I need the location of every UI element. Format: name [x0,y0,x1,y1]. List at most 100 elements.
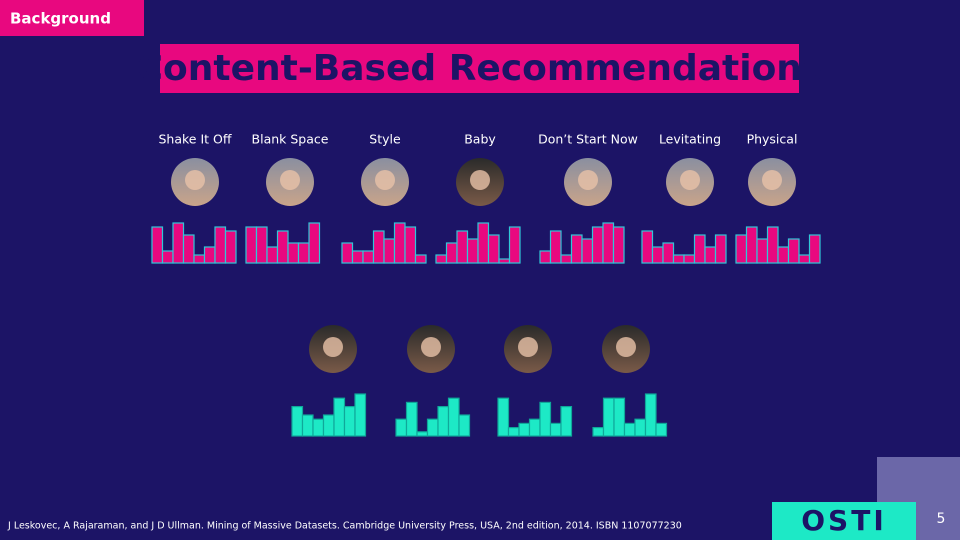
avatar-face [323,337,343,357]
profile-bar [341,242,354,264]
profile-bar [395,418,408,437]
title-box [160,44,799,93]
profile-bar [528,418,541,437]
avatar-face [185,170,205,190]
profile-bar [560,406,573,437]
profile-bar [161,250,174,264]
profile-bar [591,226,604,264]
page-number: 5 [937,511,946,527]
profile-bar [437,406,450,437]
profile-bar [745,226,758,264]
song-name: Baby [464,132,496,147]
profile-bar [203,246,216,264]
profile-bar [808,234,821,264]
profile-bar [581,238,594,264]
profile-bar [602,397,615,437]
profile-bar [798,254,811,264]
profile-bar [276,230,289,264]
profile-bar [245,226,258,264]
profile-bar [354,393,367,437]
profile-bar [560,254,573,264]
avatar-face [762,170,782,190]
profile-bar [651,246,664,264]
profile-bar [458,414,471,437]
avatar-face [470,170,490,190]
profile-bar [182,234,195,264]
profile-bar [291,406,304,437]
profile-bar [672,254,685,264]
profile-bar [343,406,356,437]
profile-bar [602,222,615,264]
citation: J Leskovec, A Rajaraman, and J D Ullman.… [7,521,682,532]
profile-bar [445,242,458,264]
profile-bar [405,401,418,437]
avatar-face [680,170,700,190]
profile-bar [613,397,626,437]
profile-bar [308,222,321,264]
profile-bar [333,397,346,437]
profile-bar [777,246,790,264]
avatar-face [518,337,538,357]
profile-bar [704,246,717,264]
profile-bar [612,226,625,264]
profile-bar [416,431,429,437]
profile-bar [714,234,727,264]
profile-bar [224,230,237,264]
profile-bar [301,414,314,437]
profile-bar [539,401,552,437]
profile-bar [151,226,164,264]
profile-bar [447,397,460,437]
profile-bar [644,393,657,437]
avatar-face [375,170,395,190]
logo-box [772,502,916,540]
profile-bar [497,397,510,437]
profile-bar [466,238,479,264]
profile-bar [756,238,769,264]
song-name: Style [369,132,401,147]
profile-bar [214,226,227,264]
profile-bar [592,427,605,437]
profile-bar [426,418,439,437]
profile-bar [266,246,279,264]
profile-bar [787,238,800,264]
profile-bar [498,258,511,264]
profile-bar [693,234,706,264]
profile-bar [193,254,206,264]
profile-bar [255,226,268,264]
profile-bar [435,254,448,264]
profile-bar [477,222,490,264]
profile-bar [683,254,696,264]
profile-bar [735,234,748,264]
profile-bar [404,226,417,264]
badge: Background [10,10,111,28]
profile-bar [456,230,469,264]
profile-bar [287,242,300,264]
song-name: Shake It Off [159,132,232,147]
profile-bar [641,230,654,264]
song-name: Levitating [659,132,721,147]
profile-bar [372,230,385,264]
profile-bar [655,422,668,437]
profile-bar [414,254,427,264]
avatar-face [421,337,441,357]
song-name: Physical [747,132,798,147]
profile-bar [312,418,325,437]
profile-bar [549,230,562,264]
profile-bar [549,422,562,437]
profile-bar [662,242,675,264]
avatar-face [616,337,636,357]
profile-bar [362,250,375,264]
profile-bar [383,238,396,264]
avatar-face [280,170,300,190]
profile-bar [507,427,520,437]
logo: OSTI [801,504,887,537]
song-name: Blank Space [252,132,329,147]
title: Content-Based Recommendations [137,48,824,89]
profile-bar [623,422,636,437]
badge-box [0,0,144,36]
profile-bar [172,222,185,264]
profile-bar [322,414,335,437]
profile-bar [487,234,500,264]
